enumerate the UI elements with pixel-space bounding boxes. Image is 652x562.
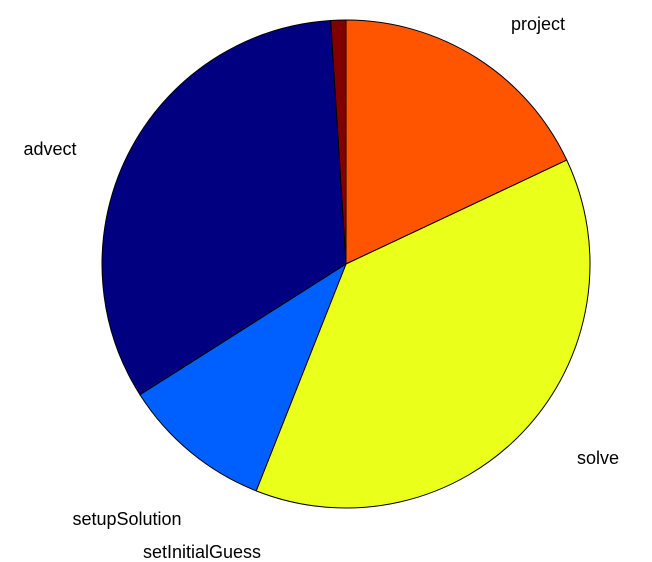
pie-slice-project — [345, 19, 568, 265]
pie-labels: project solve setInitialGuess setupSolution… — [23, 14, 619, 562]
pie-label-project: project — [511, 14, 565, 34]
pie-slices — [101, 19, 591, 509]
pie-slice-slice-5 — [330, 19, 347, 265]
pie-label-setinitialguess: setInitialGuess — [143, 542, 261, 562]
pie-slice-setupsolution — [139, 263, 347, 492]
pie-label-solve: solve — [577, 448, 619, 468]
pie-label-advect: advect — [23, 139, 76, 159]
pie-label-setupsolution: setupSolution — [72, 509, 181, 529]
pie-slice-solve — [255, 159, 591, 509]
pie-slice-advect — [101, 19, 347, 396]
